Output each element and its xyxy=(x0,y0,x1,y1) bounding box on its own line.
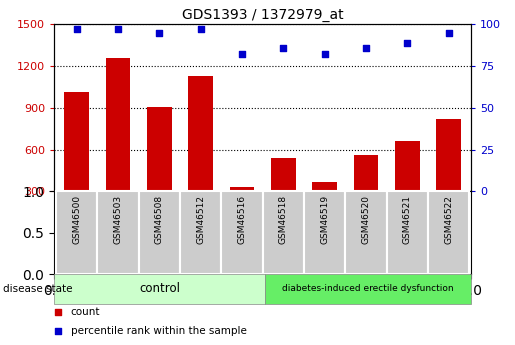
Text: disease state: disease state xyxy=(3,284,72,294)
Text: GSM46500: GSM46500 xyxy=(72,195,81,244)
Bar xyxy=(147,107,172,233)
Point xyxy=(156,30,164,35)
Text: control: control xyxy=(139,283,180,295)
FancyBboxPatch shape xyxy=(56,191,97,274)
Text: GSM46512: GSM46512 xyxy=(196,195,205,244)
Point xyxy=(362,45,370,50)
FancyBboxPatch shape xyxy=(97,191,139,274)
Bar xyxy=(395,141,420,233)
Text: GSM46519: GSM46519 xyxy=(320,195,329,244)
Text: GSM46516: GSM46516 xyxy=(237,195,247,244)
FancyBboxPatch shape xyxy=(345,191,387,274)
FancyBboxPatch shape xyxy=(54,274,265,304)
FancyBboxPatch shape xyxy=(428,191,469,274)
Bar xyxy=(353,155,379,233)
FancyBboxPatch shape xyxy=(387,191,428,274)
Point xyxy=(403,40,411,45)
FancyBboxPatch shape xyxy=(265,274,471,304)
Bar xyxy=(230,187,254,233)
Text: count: count xyxy=(71,307,100,317)
Bar xyxy=(64,92,89,233)
FancyBboxPatch shape xyxy=(304,191,345,274)
Text: percentile rank within the sample: percentile rank within the sample xyxy=(71,326,247,336)
Text: GSM46518: GSM46518 xyxy=(279,195,288,244)
Text: GSM46503: GSM46503 xyxy=(114,195,123,244)
Point xyxy=(54,309,62,315)
FancyBboxPatch shape xyxy=(180,191,221,274)
Bar xyxy=(271,158,296,233)
Point xyxy=(114,27,122,32)
Text: GSM46508: GSM46508 xyxy=(155,195,164,244)
Point xyxy=(279,45,287,50)
Text: GSM46521: GSM46521 xyxy=(403,195,411,244)
Bar xyxy=(436,119,461,233)
Bar xyxy=(106,58,130,233)
Text: diabetes-induced erectile dysfunction: diabetes-induced erectile dysfunction xyxy=(282,284,454,294)
FancyBboxPatch shape xyxy=(221,191,263,274)
Point xyxy=(54,328,62,334)
Point xyxy=(197,27,205,32)
Text: GSM46522: GSM46522 xyxy=(444,195,453,244)
Bar xyxy=(188,76,213,233)
Point xyxy=(444,30,453,35)
Point xyxy=(238,51,246,57)
FancyBboxPatch shape xyxy=(263,191,304,274)
Bar xyxy=(312,182,337,233)
Text: GSM46520: GSM46520 xyxy=(362,195,370,244)
FancyBboxPatch shape xyxy=(139,191,180,274)
Point xyxy=(320,51,329,57)
Title: GDS1393 / 1372979_at: GDS1393 / 1372979_at xyxy=(182,8,344,22)
Point xyxy=(73,27,81,32)
